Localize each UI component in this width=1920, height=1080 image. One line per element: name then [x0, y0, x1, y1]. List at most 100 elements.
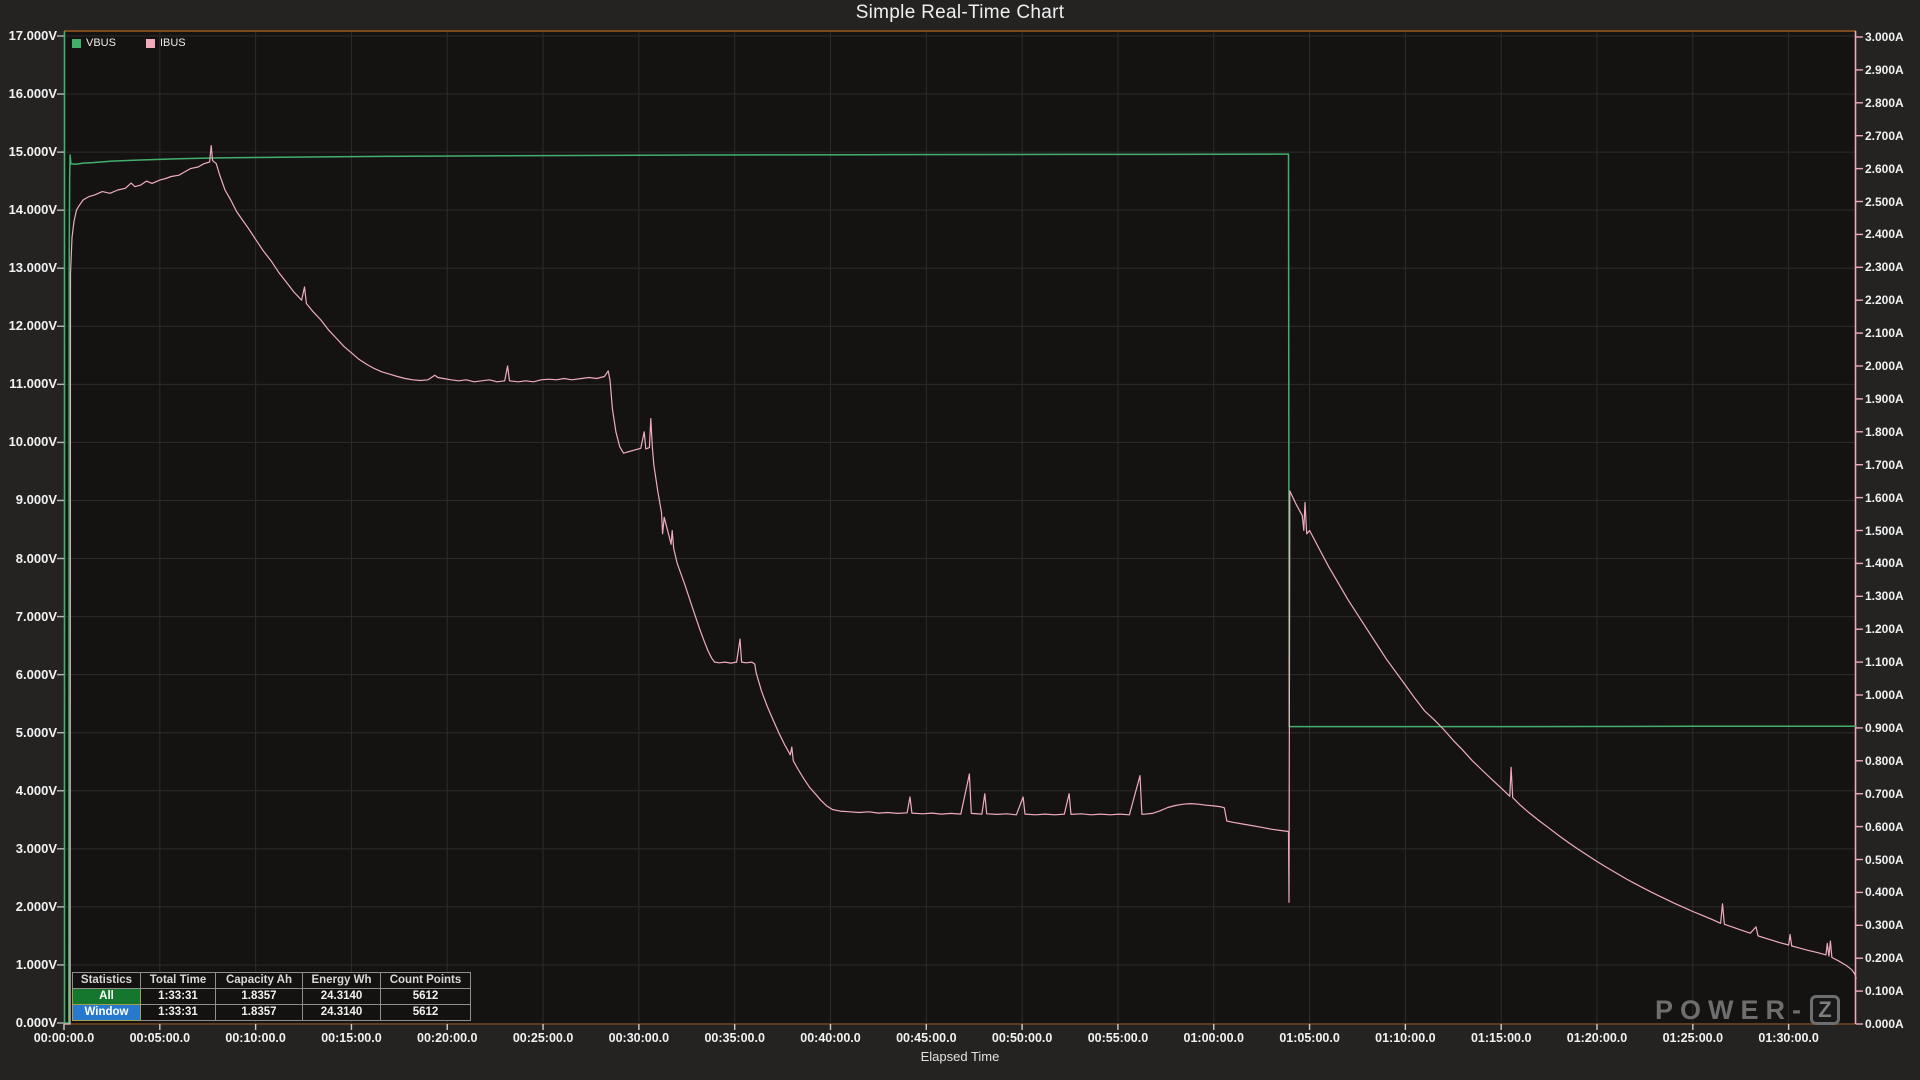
left-axis-tick-label: 5.000V — [15, 724, 57, 740]
stats-value-cell: 1:33:31 — [140, 988, 216, 1005]
right-axis-tick-label: 0.500A — [1865, 852, 1904, 867]
stats-header-cell: Total Time — [140, 972, 216, 989]
right-axis-tick-label: 2.200A — [1865, 293, 1904, 308]
chart-title: Simple Real-Time Chart — [855, 2, 1065, 23]
x-axis-tick-label: 00:35:00.0 — [704, 1031, 765, 1045]
right-axis-tick-label: 1.600A — [1865, 490, 1904, 505]
plot-background[interactable] — [64, 31, 1856, 1024]
legend-label: VBUS — [86, 37, 116, 49]
left-axis-tick-label: 7.000V — [15, 608, 57, 624]
left-axis-tick-label: 14.000V — [8, 202, 57, 218]
left-axis-tick-label: 6.000V — [15, 666, 57, 682]
legend-item-vbus[interactable]: VBUS — [72, 37, 116, 49]
right-axis-tick-label: 2.800A — [1865, 95, 1904, 110]
right-axis-tick-label: 2.700A — [1865, 128, 1904, 143]
x-axis-tick-label: 01:05:00.0 — [1279, 1031, 1340, 1045]
right-axis-tick-label: 0.300A — [1865, 918, 1904, 933]
right-axis-tick-label: 2.000A — [1865, 359, 1904, 373]
left-axis-tick-label: 15.000V — [8, 144, 57, 160]
right-axis-tick-label: 1.700A — [1865, 457, 1904, 472]
stats-header-cell: Capacity Ah — [215, 972, 303, 989]
series-vbus-line — [63, 153, 1857, 1024]
right-axis-tick-label: 2.300A — [1865, 260, 1904, 275]
left-axis-tick-label: 12.000V — [8, 318, 57, 334]
x-axis-title: Elapsed Time — [920, 1049, 1000, 1064]
legend-item-ibus[interactable]: IBUS — [145, 37, 186, 49]
right-axis-tick-label: 1.800A — [1865, 424, 1904, 439]
stats-value-cell: 5612 — [380, 1004, 471, 1021]
right-axis-tick-label: 2.100A — [1865, 326, 1904, 341]
left-axis-tick-label: 17.000V — [8, 28, 57, 43]
legend-swatch-icon — [72, 38, 81, 48]
stats-value-cell: 5612 — [380, 988, 471, 1005]
statistics-table: Statistics Total Time Capacity Ah Energy Wh… — [72, 972, 471, 1021]
stats-value-cell: 24.3140 — [302, 1004, 381, 1021]
right-axis-tick-label: 0.800A — [1865, 753, 1904, 768]
x-axis-tick-label: 00:40:00.0 — [800, 1031, 861, 1045]
stats-header-cell: Statistics — [72, 972, 141, 989]
stats-value-cell: 24.3140 — [302, 988, 381, 1005]
x-axis-tick-label: 00:45:00.0 — [896, 1031, 957, 1045]
right-axis-tick-label: 0.400A — [1865, 885, 1904, 900]
right-axis-tick-label: 1.300A — [1865, 589, 1904, 604]
right-axis-tick-label: 0.100A — [1865, 984, 1904, 999]
power-z-logo: POWER- Z — [1655, 995, 1840, 1025]
right-axis-tick-label: 3.000A — [1865, 30, 1904, 44]
legend-label: IBUS — [159, 37, 186, 49]
stats-value-cell: 1.8357 — [215, 1004, 303, 1021]
stats-row-label-window[interactable]: Window — [72, 1004, 141, 1021]
right-axis-tick-label: 1.500A — [1865, 523, 1904, 538]
right-axis-tick-label: 0.700A — [1865, 786, 1904, 801]
right-axis-tick-label: 0.200A — [1865, 951, 1904, 966]
left-axis-tick-label: 11.000V — [9, 376, 57, 392]
stats-row-label-all[interactable]: All — [72, 988, 141, 1005]
stats-header-cell: Count Points — [380, 972, 471, 989]
stats-header-cell: Energy Wh — [302, 972, 381, 989]
power-z-logo-text: POWER- — [1655, 994, 1808, 1025]
left-axis-tick-label: 2.000V — [15, 898, 57, 914]
right-axis-tick-label: 1.100A — [1865, 655, 1904, 670]
x-axis-tick-label: 00:30:00.0 — [608, 1031, 670, 1045]
x-axis-tick-label: 00:05:00.0 — [129, 1031, 191, 1045]
power-z-badge-icon: Z — [1810, 995, 1840, 1025]
stats-value-cell: 1.8357 — [215, 988, 303, 1005]
x-axis-tick-label: 01:10:00.0 — [1375, 1031, 1436, 1045]
left-axis-tick-label: 4.000V — [15, 782, 57, 798]
right-axis-tick-label: 2.900A — [1865, 62, 1904, 77]
right-axis-tick-label: 0.000A — [1865, 1017, 1904, 1031]
x-axis-tick-label: 00:20:00.0 — [417, 1031, 478, 1045]
x-axis-tick-label: 01:25:00.0 — [1662, 1031, 1724, 1045]
right-axis-tick-label: 0.900A — [1865, 720, 1904, 735]
stats-header-row: Statistics Total Time Capacity Ah Energy Wh… — [72, 972, 471, 989]
x-axis-tick-label: 01:15:00.0 — [1470, 1031, 1532, 1045]
left-axis-tick-label: 3.000V — [15, 840, 57, 856]
x-axis-tick-label: 01:00:00.0 — [1183, 1031, 1244, 1045]
left-axis-tick-label: 16.000V — [8, 86, 57, 102]
left-axis-tick-label: 10.000V — [8, 434, 57, 450]
right-axis-tick-label: 1.000A — [1865, 688, 1904, 702]
x-axis-tick-label: 00:10:00.0 — [225, 1031, 286, 1045]
x-axis-tick-label: 01:30:00.0 — [1758, 1031, 1819, 1045]
left-axis-tick-label: 13.000V — [8, 260, 57, 276]
x-axis-tick-label: 01:20:00.0 — [1566, 1031, 1628, 1045]
right-axis-tick-label: 2.400A — [1865, 227, 1904, 242]
x-axis-tick-label: 00:55:00.0 — [1087, 1031, 1149, 1045]
legend: VBUS IBUS — [72, 37, 186, 49]
legend-swatch-icon — [145, 38, 155, 48]
left-axis-tick-label: 0.000V — [15, 1015, 57, 1030]
left-axis-tick-label: 1.000V — [15, 956, 57, 972]
x-axis-tick-label: 00:00:00.0 — [33, 1031, 95, 1045]
right-axis-tick-label: 2.500A — [1865, 194, 1904, 209]
right-axis-tick-label: 2.600A — [1865, 161, 1904, 176]
x-axis-tick-label: 00:25:00.0 — [512, 1031, 574, 1045]
x-axis-tick-label: 00:15:00.0 — [321, 1031, 382, 1045]
x-axis-tick-label: 00:50:00.0 — [991, 1031, 1053, 1045]
right-axis-tick-label: 1.200A — [1865, 622, 1904, 637]
left-axis-tick-label: 9.000V — [15, 492, 57, 508]
stats-row-window: Window 1:33:31 1.8357 24.3140 5612 — [72, 1004, 471, 1021]
right-axis-tick-label: 1.900A — [1865, 391, 1904, 406]
series-ibus-line — [63, 145, 1857, 1025]
left-axis-tick-label: 8.000V — [15, 550, 57, 566]
